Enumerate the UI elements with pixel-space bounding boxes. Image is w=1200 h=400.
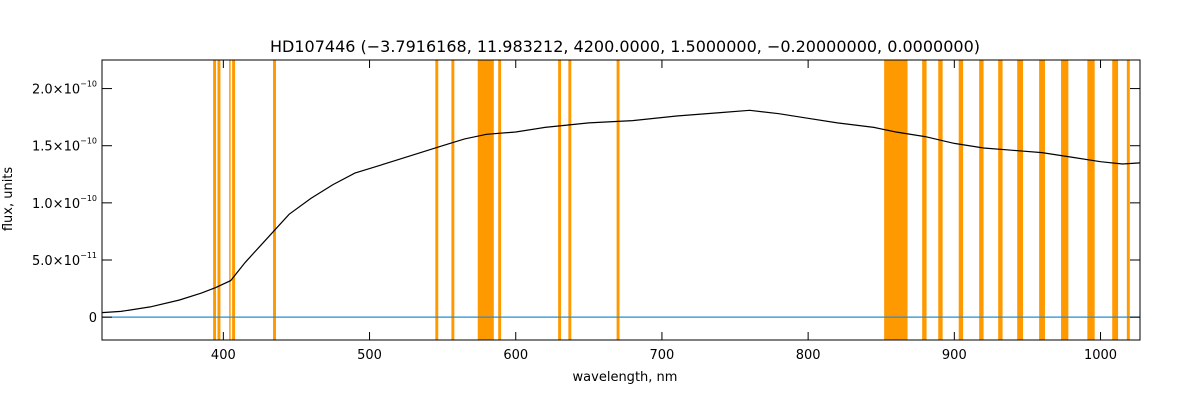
y-tick-exponent: −10: [80, 137, 97, 146]
x-tick-label: 900: [942, 348, 967, 363]
masked-region: [477, 60, 494, 340]
y-tick-exponent: −10: [80, 194, 97, 203]
masked-region: [558, 60, 562, 340]
masked-region: [922, 60, 927, 340]
masked-region: [435, 60, 439, 340]
masked-region: [1087, 60, 1095, 340]
masked-region: [213, 60, 217, 340]
x-tick-label: 500: [357, 348, 382, 363]
masked-region: [1112, 60, 1119, 340]
masked-regions: [213, 60, 1130, 340]
y-tick-label: 5.0×10−11: [32, 251, 97, 269]
y-axis-label: flux, units: [1, 167, 16, 232]
x-tick-label: 1000: [1084, 348, 1117, 363]
x-tick-label: 700: [650, 348, 675, 363]
x-axis-ticks: 400 500 600 700 800 900 1000: [211, 60, 1117, 363]
masked-region: [498, 60, 502, 340]
y-tick-exponent: −11: [80, 251, 97, 260]
y-tick-exponent: −10: [80, 80, 97, 89]
masked-region: [616, 60, 620, 340]
masked-region: [1061, 60, 1069, 340]
masked-region: [451, 60, 455, 340]
y-tick-label: 2.0×10−10: [32, 80, 97, 98]
x-axis-label: wavelength, nm: [573, 370, 678, 385]
masked-region: [998, 60, 1003, 340]
masked-region: [217, 60, 221, 340]
y-tick-label: 1.0×10−10: [32, 194, 97, 212]
y-axis-ticks: 0 5.0×10−11 1.0×10−10 1.5×10−10 2.0×10−10: [32, 80, 1140, 326]
masked-region: [979, 60, 984, 340]
masked-region: [1039, 60, 1045, 340]
x-tick-label: 600: [503, 348, 528, 363]
x-tick-label: 800: [796, 348, 821, 363]
masked-region: [958, 60, 964, 340]
y-tick-label: 1.5×10−10: [32, 137, 97, 155]
masked-region: [229, 60, 231, 340]
x-tick-label: 400: [211, 348, 236, 363]
masked-region: [232, 60, 236, 340]
masked-region: [1126, 60, 1130, 340]
masked-region: [568, 60, 572, 340]
y-tick-label: 0: [89, 311, 97, 326]
masked-region: [884, 60, 908, 340]
series-line: [101, 109, 1141, 314]
plot-data: [101, 109, 1141, 318]
plot-frame: [101, 59, 1141, 341]
masked-region: [273, 60, 276, 340]
masked-region: [938, 60, 943, 340]
masked-region: [1017, 60, 1024, 340]
chart-title: HD107446 (−3.7916168, 11.983212, 4200.00…: [270, 37, 980, 56]
